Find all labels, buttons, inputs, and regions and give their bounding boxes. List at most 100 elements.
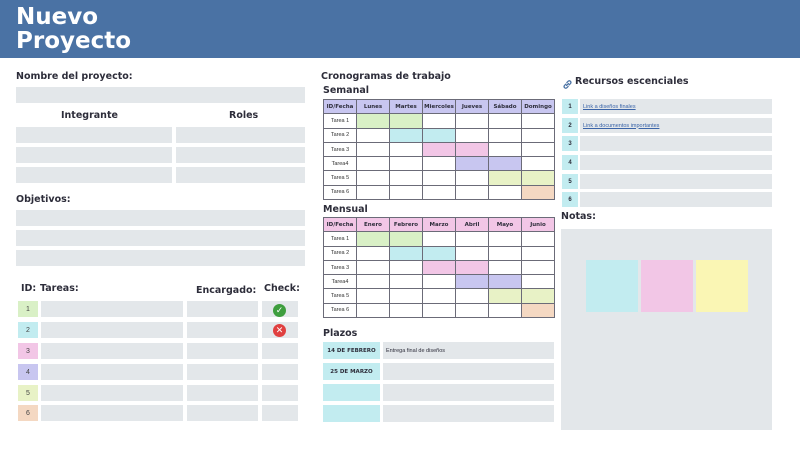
monthly-cell[interactable] [521,302,555,319]
weekly-cell[interactable] [422,156,456,172]
weekly-cell[interactable] [521,127,555,143]
monthly-cell[interactable] [455,302,489,319]
monthly-cell[interactable] [389,259,423,276]
weekly-cell[interactable] [455,184,489,201]
plazo-date-1[interactable]: 14 DE FEBRERO [323,342,380,359]
weekly-cell[interactable] [389,184,423,201]
encargado-field[interactable] [187,364,258,380]
task-field[interactable] [41,385,183,401]
monthly-cell[interactable] [521,274,555,290]
plazo-text-3[interactable] [383,384,554,401]
monthly-cell[interactable] [422,302,456,319]
weekly-cell[interactable] [455,170,489,186]
weekly-cell[interactable] [422,113,456,129]
monthly-cell[interactable] [488,274,522,290]
weekly-cell[interactable] [356,141,390,158]
plazo-text-4[interactable] [383,405,554,422]
weekly-cell[interactable] [422,141,456,158]
weekly-cell[interactable] [521,141,555,158]
recurso-link-3[interactable] [580,136,772,151]
project-name-field[interactable] [16,87,305,103]
weekly-cell[interactable] [455,141,489,158]
monthly-cell[interactable] [455,288,489,304]
weekly-cell[interactable] [356,184,390,201]
recurso-link-5[interactable] [580,174,772,189]
monthly-cell[interactable] [488,288,522,304]
check-field[interactable] [262,385,298,401]
monthly-cell[interactable] [389,274,423,290]
weekly-cell[interactable] [389,156,423,172]
monthly-cell[interactable] [356,302,390,319]
rol-field-2[interactable] [176,147,305,163]
monthly-cell[interactable] [422,274,456,290]
objetivo-field-3[interactable] [16,250,305,266]
task-field[interactable] [41,364,183,380]
rol-field-3[interactable] [176,167,305,183]
monthly-cell[interactable] [488,259,522,276]
check-ok-icon[interactable]: ✓ [273,304,286,317]
monthly-cell[interactable] [455,245,489,261]
objetivo-field-2[interactable] [16,230,305,246]
rol-field-1[interactable] [176,127,305,143]
monthly-cell[interactable] [521,259,555,276]
weekly-cell[interactable] [488,141,522,158]
weekly-cell[interactable] [356,113,390,129]
weekly-cell[interactable] [488,156,522,172]
recurso-link-6[interactable] [580,192,772,207]
weekly-cell[interactable] [488,170,522,186]
task-field[interactable] [41,322,183,338]
encargado-field[interactable] [187,385,258,401]
task-field[interactable] [41,405,183,421]
weekly-cell[interactable] [422,184,456,201]
check-field[interactable] [262,364,298,380]
weekly-cell[interactable] [422,127,456,143]
weekly-cell[interactable] [389,170,423,186]
weekly-cell[interactable] [422,170,456,186]
encargado-field[interactable] [187,322,258,338]
monthly-cell[interactable] [488,231,522,247]
weekly-cell[interactable] [521,184,555,201]
task-field[interactable] [41,343,183,359]
sticky-note-2[interactable] [641,260,693,312]
monthly-cell[interactable] [521,288,555,304]
monthly-cell[interactable] [455,231,489,247]
check-field[interactable] [262,343,298,359]
weekly-cell[interactable] [521,156,555,172]
monthly-cell[interactable] [455,259,489,276]
monthly-cell[interactable] [422,288,456,304]
weekly-cell[interactable] [356,156,390,172]
encargado-field[interactable] [187,301,258,317]
monthly-cell[interactable] [488,302,522,319]
weekly-cell[interactable] [389,141,423,158]
monthly-cell[interactable] [389,231,423,247]
recurso-link-4[interactable] [580,155,772,170]
weekly-cell[interactable] [356,170,390,186]
task-field[interactable] [41,301,183,317]
plazo-text-1[interactable]: Entrega final de diseños [383,342,554,359]
plazo-text-2[interactable] [383,363,554,380]
objetivo-field-1[interactable] [16,210,305,226]
encargado-field[interactable] [187,343,258,359]
monthly-cell[interactable] [389,302,423,319]
weekly-cell[interactable] [455,156,489,172]
weekly-cell[interactable] [356,127,390,143]
weekly-cell[interactable] [389,127,423,143]
monthly-cell[interactable] [356,288,390,304]
weekly-cell[interactable] [455,127,489,143]
encargado-field[interactable] [187,405,258,421]
monthly-cell[interactable] [521,245,555,261]
weekly-cell[interactable] [389,113,423,129]
monthly-cell[interactable] [389,288,423,304]
monthly-cell[interactable] [422,259,456,276]
weekly-cell[interactable] [488,113,522,129]
monthly-cell[interactable] [521,231,555,247]
monthly-cell[interactable] [422,245,456,261]
sticky-note-1[interactable] [586,260,638,312]
monthly-cell[interactable] [389,245,423,261]
integrante-field-2[interactable] [16,147,172,163]
weekly-cell[interactable] [521,170,555,186]
plazo-date-2[interactable]: 25 DE MARZO [323,363,380,380]
monthly-cell[interactable] [356,231,390,247]
sticky-note-3[interactable] [696,260,748,312]
monthly-cell[interactable] [455,274,489,290]
